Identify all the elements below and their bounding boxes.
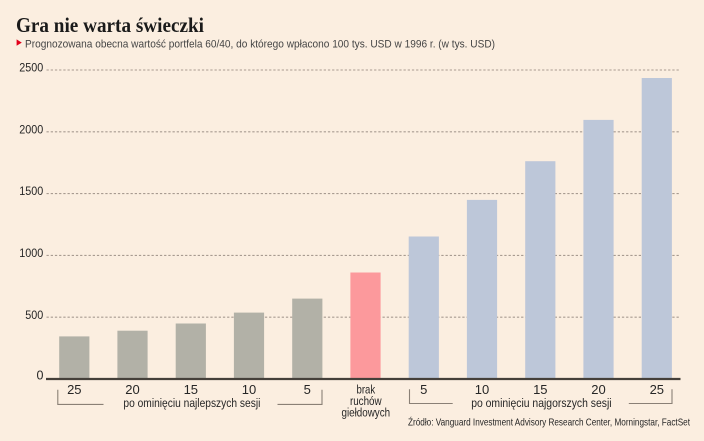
svg-text:1000: 1000 <box>19 246 43 260</box>
svg-text:5: 5 <box>304 382 311 397</box>
svg-text:brak: brak <box>357 382 376 396</box>
svg-text:15: 15 <box>184 382 198 397</box>
svg-text:2500: 2500 <box>19 61 43 75</box>
svg-text:giełdowych: giełdowych <box>342 405 391 419</box>
svg-text:po ominięciu najgorszych sesji: po ominięciu najgorszych sesji <box>471 396 611 410</box>
svg-text:20: 20 <box>591 382 605 397</box>
svg-text:20: 20 <box>125 382 139 397</box>
svg-text:1500: 1500 <box>19 184 43 198</box>
svg-text:Prognozowana obecna wartość po: Prognozowana obecna wartość portfela 60/… <box>25 38 495 50</box>
svg-text:15: 15 <box>533 382 547 397</box>
svg-text:2000: 2000 <box>19 122 43 136</box>
svg-text:25: 25 <box>650 382 664 397</box>
svg-text:500: 500 <box>25 308 43 322</box>
svg-text:ruchów: ruchów <box>350 394 382 408</box>
svg-text:Gra nie warta świeczki: Gra nie warta świeczki <box>16 13 204 37</box>
svg-text:10: 10 <box>475 382 489 397</box>
svg-text:10: 10 <box>242 382 256 397</box>
svg-text:0: 0 <box>37 369 44 383</box>
svg-text:po ominięciu najlepszych sesji: po ominięciu najlepszych sesji <box>123 396 260 410</box>
svg-text:5: 5 <box>420 382 427 397</box>
svg-text:25: 25 <box>67 382 81 397</box>
svg-text:Źródło: Vanguard Investment Ad: Źródło: Vanguard Investment Advisory Res… <box>408 416 690 429</box>
